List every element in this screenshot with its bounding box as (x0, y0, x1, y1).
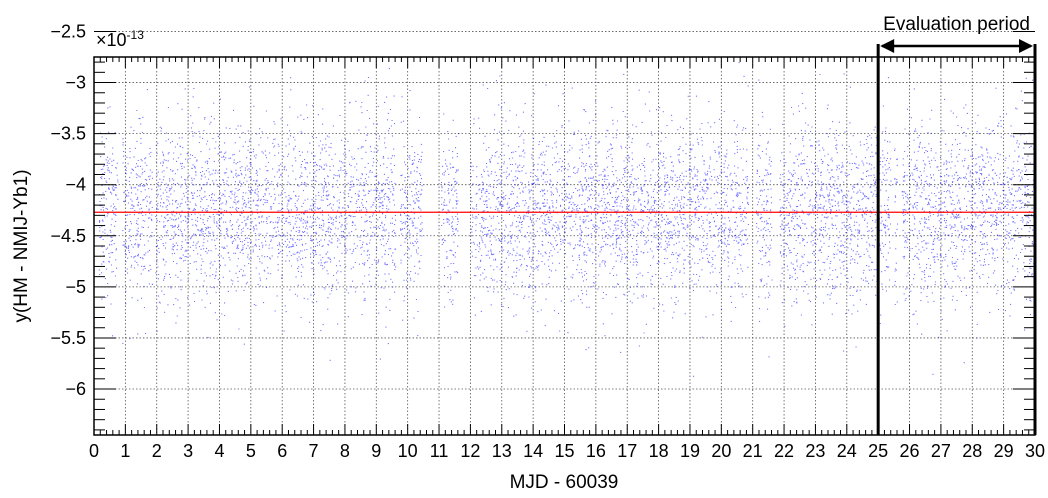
y-tick-label: −3.5 (50, 124, 86, 144)
y-tick-label: −5 (65, 277, 86, 297)
evaluation-period-label: Evaluation period (883, 14, 1030, 35)
x-tick-label: 9 (371, 441, 381, 461)
scatter-points-path (98, 62, 1035, 377)
data-points (98, 62, 1035, 377)
x-tick-label: 25 (868, 441, 888, 461)
x-axis-label: MJD - 60039 (510, 472, 619, 493)
x-tick-label: 4 (214, 441, 224, 461)
x-tick-label: 8 (340, 441, 350, 461)
x-tick-labels: 0 1 2 3 4 5 6 7 8 9 10 11 12 13 14 15 16 17 18 19 20 21 22 23 24… (89, 441, 1045, 461)
axis-ticks (93, 30, 1036, 435)
x-tick-label: 26 (900, 441, 920, 461)
x-tick-label: 7 (309, 441, 319, 461)
x-tick-label: 1 (120, 441, 130, 461)
x-tick-label: 0 (89, 441, 99, 461)
x-tick-label: 19 (680, 441, 700, 461)
x-tick-label: 2 (152, 441, 162, 461)
x-tick-label: 30 (1025, 441, 1045, 461)
x-tick-label: 21 (743, 441, 763, 461)
evaluation-arrow-left-head (880, 39, 895, 53)
y-tick-label: −4 (65, 175, 86, 195)
x-tick-label: 24 (837, 441, 857, 461)
x-tick-label: 5 (246, 441, 256, 461)
x-tick-label: 18 (649, 441, 669, 461)
x-tick-label: 15 (554, 441, 574, 461)
x-tick-label: 11 (430, 441, 449, 461)
x-tick-label: 12 (460, 441, 480, 461)
evaluation-period-arrow (880, 39, 1033, 53)
y-tick-label: −4.5 (50, 226, 86, 246)
x-tick-label: 17 (617, 441, 637, 461)
x-tick-label: 22 (774, 441, 794, 461)
y-tick-labels: −6 −5.5 −5 −4.5 −4 −3.5 −3 −2.5 (50, 21, 86, 399)
y-tick-label: −2.5 (50, 21, 86, 41)
y-axis-label: y(HM - NMIJ-Yb1) (11, 169, 32, 322)
y-multiplier-exponent: -13 (127, 28, 145, 42)
x-tick-label: 29 (994, 441, 1014, 461)
y-tick-label: −5.5 (50, 328, 86, 348)
x-tick-label: 27 (931, 441, 951, 461)
grid (94, 31, 1035, 435)
x-tick-label: 10 (398, 441, 418, 461)
y-tick-label: −6 (65, 379, 86, 399)
evaluation-arrow-right-head (1019, 39, 1033, 53)
x-tick-label: 6 (277, 441, 287, 461)
x-tick-label: 28 (962, 441, 982, 461)
x-tick-label: 23 (805, 441, 825, 461)
x-tick-label: 13 (492, 441, 512, 461)
y-tick-label: −3 (65, 73, 86, 93)
x-tick-label: 3 (183, 441, 193, 461)
x-tick-label: 20 (711, 441, 731, 461)
x-tick-label: 14 (523, 441, 543, 461)
x-tick-label: 16 (586, 441, 606, 461)
